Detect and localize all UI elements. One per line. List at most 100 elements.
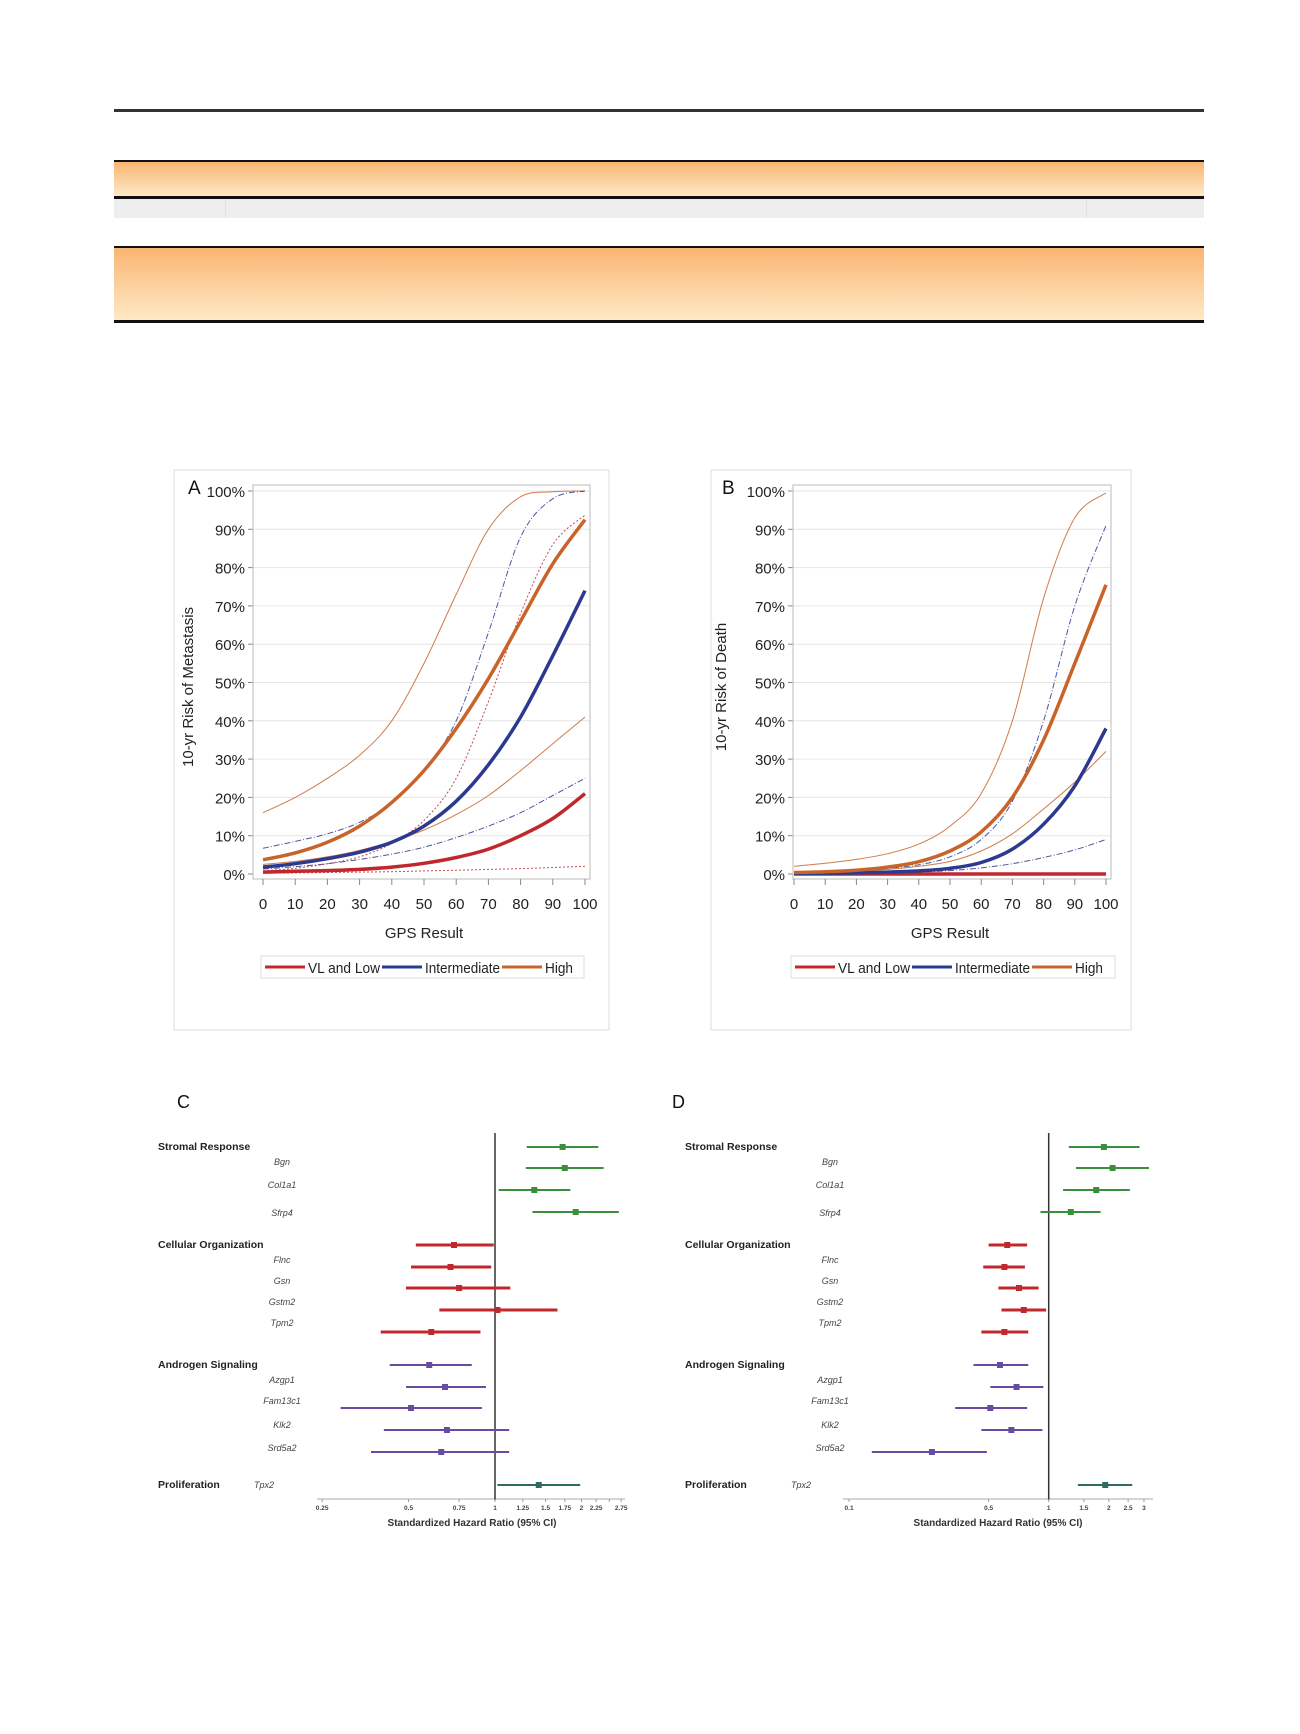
group-label: Cellular Organization — [158, 1239, 264, 1251]
x-tick-label: 40 — [910, 896, 927, 913]
panel-a: A 0% 10% 20% 30% 40% 50% 60% 70% 80% 90% 100% 0 10 20 3… — [173, 469, 610, 1031]
x-tick-label: 60 — [973, 896, 990, 913]
series-line-intermediate — [262, 589, 587, 869]
hr-marker — [1004, 1242, 1011, 1248]
x-tick-label: 40 — [383, 896, 400, 913]
group-label: Androgen Signaling — [158, 1359, 258, 1371]
gene-label: Fam13c1 — [263, 1396, 301, 1406]
series-line-intermediate-upper-ci — [262, 490, 586, 849]
x-tick-label: 0 — [790, 896, 798, 913]
group-label: Proliferation — [158, 1479, 220, 1491]
gene-label: Tpx2 — [254, 1480, 274, 1490]
x-tick-label: 0.5 — [984, 1505, 993, 1512]
y-tick-label: 40% — [215, 714, 245, 731]
column-divider — [1086, 199, 1087, 218]
group-label: Proliferation — [685, 1479, 747, 1491]
group-label: Stromal Response — [158, 1141, 250, 1153]
hr-marker — [442, 1384, 449, 1390]
y-tick-label: 10% — [215, 829, 245, 846]
panel-letter: A — [188, 478, 201, 499]
y-tick-label: 100% — [207, 484, 245, 501]
x-tick-label: 2.5 — [1124, 1505, 1133, 1512]
hr-marker — [426, 1362, 433, 1368]
hr-marker — [1008, 1427, 1015, 1433]
y-tick-label: 70% — [215, 599, 245, 616]
y-tick-label: 0% — [763, 867, 785, 884]
x-axis-label: Standardized Hazard Ratio (95% CI) — [388, 1518, 557, 1529]
x-tick-label: 1 — [493, 1505, 497, 1512]
hr-marker — [559, 1144, 566, 1150]
x-tick-label: 0 — [259, 896, 267, 913]
hr-marker — [1102, 1482, 1109, 1488]
x-tick-label: 70 — [480, 896, 497, 913]
x-tick-label: 1 — [1047, 1505, 1051, 1512]
hr-marker — [443, 1427, 450, 1433]
panel-d: D 0.1 0.5 1 1.5 2 2.5 3 Standardized Hazard Rati… — [672, 1092, 1153, 1529]
x-tick-label: 1.25 — [516, 1505, 529, 1512]
y-tick-label: 80% — [755, 561, 785, 578]
y-tick-label: 100% — [747, 484, 785, 501]
column-divider — [225, 199, 226, 218]
hr-marker — [531, 1187, 538, 1193]
gene-label: Klk2 — [821, 1420, 839, 1430]
x-axis-label: GPS Result — [385, 925, 464, 942]
gene-label: Tpm2 — [270, 1318, 293, 1328]
y-tick-label: 50% — [215, 676, 245, 693]
y-axis-label: 10-yr Risk of Death — [713, 623, 730, 751]
y-tick-label: 70% — [755, 599, 785, 616]
y-tick-label: 40% — [755, 714, 785, 731]
hr-marker — [928, 1449, 935, 1455]
hr-marker — [494, 1307, 501, 1313]
series-line-vl-and-low-lower-ci — [262, 865, 586, 874]
hr-marker — [1020, 1307, 1027, 1313]
x-tick-label: 50 — [942, 896, 959, 913]
series-line-vl-and-low-upper-ci — [262, 514, 586, 872]
hr-marker — [1001, 1329, 1008, 1335]
legend-label: High — [545, 960, 573, 977]
legend-label: Intermediate — [425, 960, 500, 977]
panel-letter: B — [722, 478, 735, 499]
series-line-intermediate-lower-ci — [793, 839, 1107, 875]
table-grey-row — [114, 199, 1204, 218]
panel-letter: D — [672, 1092, 685, 1112]
series-line-high-lower-ci — [262, 716, 586, 865]
group-label: Stromal Response — [685, 1141, 777, 1153]
y-tick-label: 90% — [215, 522, 245, 539]
x-tick-label: 3 — [1142, 1505, 1146, 1512]
y-tick-label: 20% — [215, 790, 245, 807]
series-line-high-upper-ci — [262, 490, 586, 814]
panel-c: C 0.25 0.5 0.75 1 1.25 1.5 1.75 2 2.25 2.75 Standar… — [158, 1092, 628, 1529]
x-tick-label: 30 — [879, 896, 896, 913]
x-tick-label: 60 — [448, 896, 465, 913]
x-tick-label: 1.5 — [541, 1505, 550, 1512]
hr-marker — [408, 1405, 415, 1411]
gene-label: Bgn — [822, 1157, 838, 1167]
x-tick-label: 80 — [512, 896, 529, 913]
legend-label: VL and Low — [838, 960, 910, 977]
legend-label: VL and Low — [308, 960, 380, 977]
hr-marker — [1100, 1144, 1107, 1150]
hr-marker — [451, 1242, 458, 1248]
panel-border — [173, 469, 610, 1031]
hr-marker — [1093, 1187, 1100, 1193]
gene-label: Flnc — [821, 1255, 839, 1265]
gene-label: Sfrp4 — [271, 1208, 293, 1218]
x-tick-label: 0.25 — [316, 1505, 329, 1512]
hr-marker — [428, 1329, 435, 1335]
hr-marker — [572, 1209, 579, 1215]
x-tick-label: 90 — [544, 896, 561, 913]
hr-marker — [438, 1449, 445, 1455]
legend-box — [790, 955, 1116, 979]
gene-label: Gsn — [822, 1276, 839, 1286]
hr-marker — [987, 1405, 994, 1411]
top-rule — [114, 109, 1204, 112]
hr-marker — [535, 1482, 542, 1488]
y-tick-label: 60% — [755, 637, 785, 654]
gene-label: Col1a1 — [268, 1180, 297, 1190]
y-tick-label: 0% — [223, 867, 245, 884]
gene-label: Gstm2 — [269, 1297, 296, 1307]
gene-label: Srd5a2 — [815, 1443, 844, 1453]
series-line-high — [262, 518, 587, 862]
hr-marker — [456, 1285, 463, 1291]
x-tick-label: 2.25 — [590, 1505, 603, 1512]
